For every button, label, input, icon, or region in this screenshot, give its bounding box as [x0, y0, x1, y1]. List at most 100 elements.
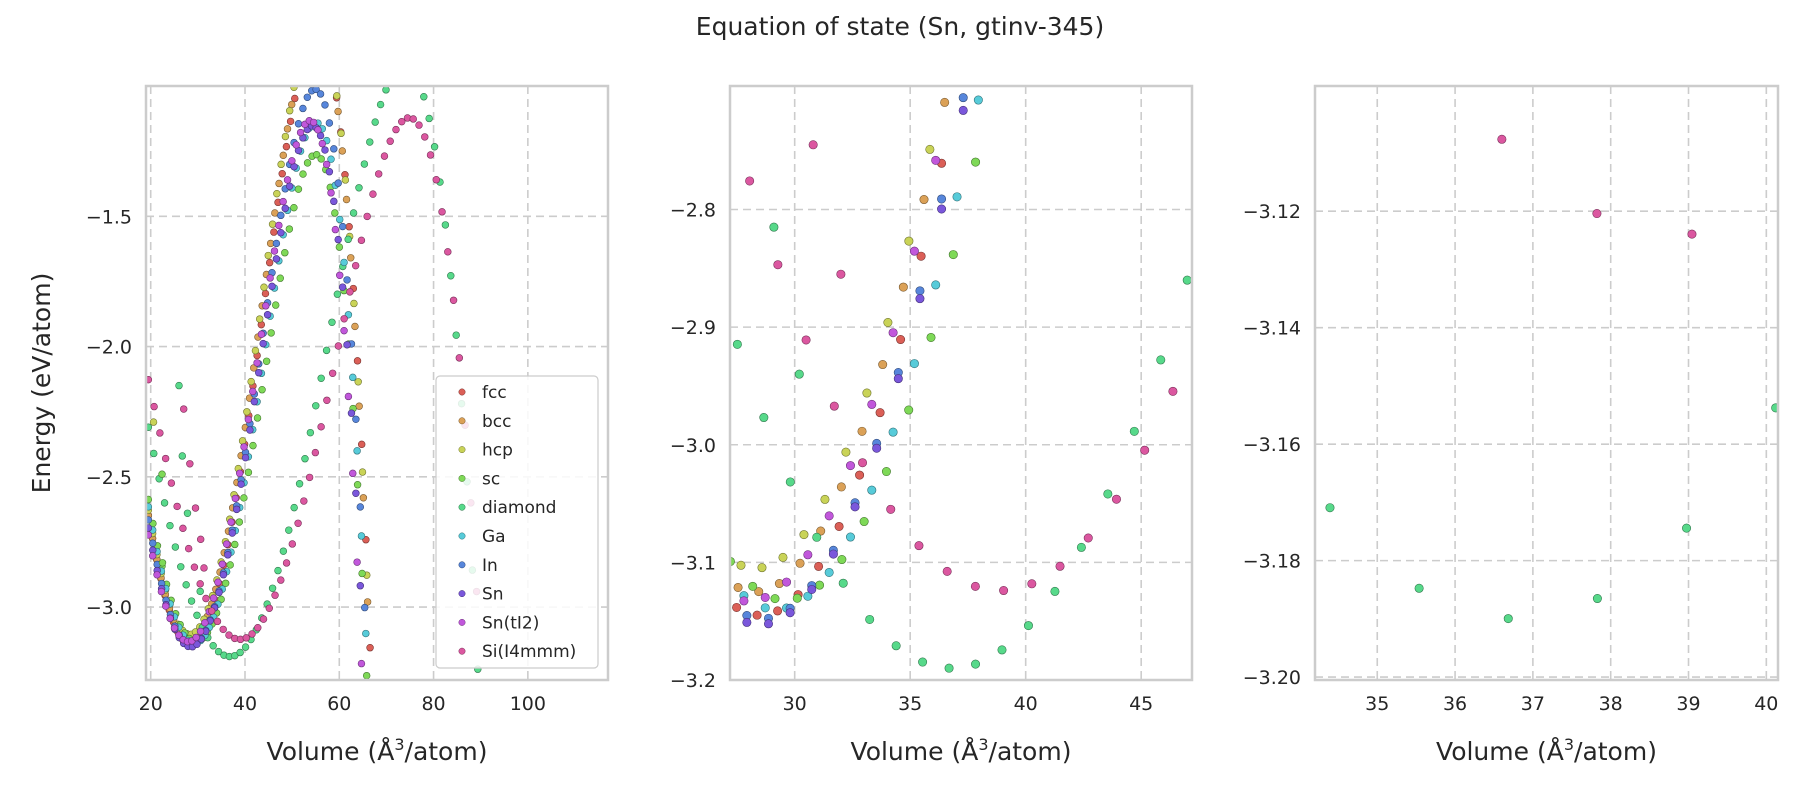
data-point [299, 104, 307, 113]
data-point [146, 516, 153, 524]
series-Sn [742, 105, 968, 629]
data-point [336, 271, 344, 280]
data-point [257, 330, 266, 338]
data-point [358, 468, 367, 476]
data-point [173, 502, 181, 511]
data-point [158, 470, 166, 478]
data-point [334, 235, 342, 244]
data-point [914, 541, 924, 551]
data-point [792, 593, 802, 603]
data-point [1111, 494, 1121, 504]
data-point [904, 236, 914, 246]
data-point [769, 222, 779, 232]
data-point [1182, 275, 1192, 285]
axes-frame [728, 84, 1194, 682]
legend-marker [458, 590, 466, 598]
data-point [358, 569, 366, 578]
data-point [944, 663, 954, 673]
data-point [742, 617, 752, 627]
data-point [1682, 523, 1692, 533]
data-point [707, 259, 715, 267]
data-point [333, 92, 341, 100]
data-point [268, 220, 277, 228]
x-axis-label: Volume (Å3/atom) [267, 735, 488, 766]
data-point [325, 119, 334, 127]
data-point [275, 221, 283, 230]
legend-item: In [458, 556, 498, 576]
data-point [265, 604, 273, 612]
data-point [893, 374, 903, 384]
x-tick-label: 35 [898, 693, 922, 715]
data-point [330, 197, 338, 206]
data-point [321, 146, 329, 154]
data-point [177, 563, 185, 571]
data-point [196, 627, 205, 636]
series-diamond [1325, 403, 1778, 624]
data-point [285, 225, 294, 233]
data-point [1783, 197, 1791, 205]
data-point [353, 481, 362, 489]
data-point [279, 197, 287, 206]
data-point [331, 209, 339, 217]
data-point [175, 381, 183, 390]
y-tick-label: −3.16 [1243, 434, 1301, 456]
data-point [158, 559, 167, 567]
data-point [261, 289, 270, 298]
data-point [795, 558, 805, 568]
data-point [878, 360, 888, 370]
data-point [829, 401, 839, 411]
panel-2: 30 35 40 45 −2.8 −2.9 −3.0 −3.1 −3.2 Volume (Å3/a… [670, 57, 1194, 766]
data-point [973, 95, 983, 105]
data-point [263, 311, 272, 319]
data-point [338, 147, 347, 155]
data-point [335, 243, 344, 251]
data-point [273, 189, 281, 198]
data-point [218, 560, 226, 568]
data-point [398, 117, 406, 126]
data-point [845, 532, 855, 542]
data-point [240, 494, 248, 502]
x-tick-label: 39 [1676, 693, 1700, 715]
data-point [958, 57, 966, 65]
data-point [948, 250, 958, 260]
data-point [150, 402, 158, 411]
data-point [371, 118, 379, 126]
data-point [300, 497, 308, 505]
y-tick-label: −2.9 [670, 317, 716, 339]
data-point [915, 286, 925, 296]
data-point [444, 248, 452, 256]
data-point [1168, 386, 1178, 396]
x-axis-label: Volume (Å3/atom) [851, 735, 1072, 766]
data-point [1050, 586, 1060, 596]
data-point [794, 369, 804, 379]
data-point [264, 251, 272, 260]
data-point [200, 564, 208, 572]
data-point [441, 221, 450, 229]
legend-marker [458, 446, 466, 454]
data-point [327, 155, 335, 163]
data-point [799, 530, 809, 540]
data-point [272, 255, 281, 263]
data-point [344, 235, 352, 244]
legend-item: bcc [458, 412, 511, 432]
data-point [970, 581, 980, 591]
data-point [277, 160, 285, 169]
y-tick-label: −3.0 [670, 435, 716, 457]
data-point [1592, 209, 1602, 219]
data-point [845, 461, 855, 471]
data-point [272, 239, 281, 248]
data-point [925, 144, 935, 154]
data-point [277, 576, 285, 584]
data-point [271, 591, 279, 599]
data-point [244, 468, 253, 477]
data-point [867, 485, 877, 495]
data-point [341, 176, 350, 184]
x-tick-label: 40 [233, 693, 257, 715]
data-point [841, 447, 851, 457]
data-point [237, 480, 245, 488]
data-point [162, 602, 170, 610]
data-point [757, 563, 767, 573]
data-point [883, 318, 893, 328]
data-point [249, 387, 257, 396]
